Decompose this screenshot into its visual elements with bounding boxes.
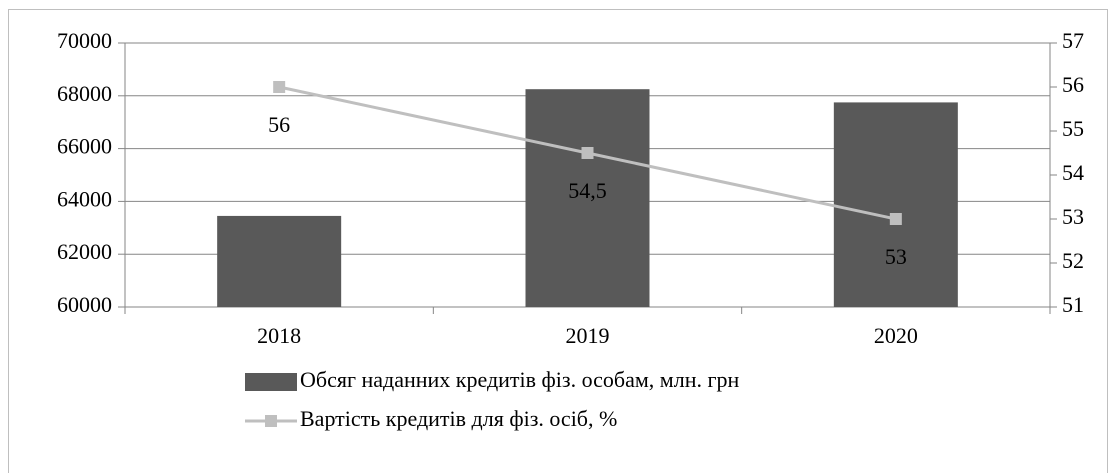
y-tick-label: 68000 [57,81,112,106]
line-marker [581,147,594,159]
y2-tick-label: 53 [1062,204,1084,229]
legend-label: Обсяг наданних кредитів фіз. особам, млн… [300,367,739,392]
y2-tick-label: 54 [1062,160,1084,185]
y2-tick-label: 51 [1062,292,1084,317]
y-tick-label: 60000 [57,292,112,317]
bar [525,89,650,307]
x-tick-label: 2018 [257,323,301,348]
data-label: 54,5 [568,178,607,203]
chart-frame [8,9,1108,473]
line-marker [273,81,286,93]
y2-tick-label: 56 [1062,72,1084,97]
legend-swatch [245,373,297,391]
legend-label: Вартість кредитів для фіз. осіб, % [300,406,617,431]
y-tick-label: 62000 [57,239,112,264]
y2-tick-label: 52 [1062,248,1084,273]
line-marker [889,213,902,225]
x-tick-label: 2020 [874,323,918,348]
bar [217,215,342,307]
y2-tick-label: 55 [1062,116,1084,141]
y-tick-label: 66000 [57,134,112,159]
legend-marker [265,415,277,427]
data-label: 56 [268,112,290,137]
bar [833,102,958,308]
x-tick-label: 2019 [566,323,610,348]
y2-tick-label: 57 [1062,28,1084,53]
y-tick-label: 64000 [57,186,112,211]
data-label: 53 [885,244,907,269]
y-tick-label: 70000 [57,28,112,53]
